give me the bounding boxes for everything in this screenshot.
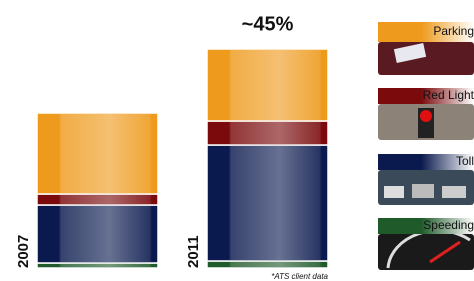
footnote: *ATS client data [271, 272, 328, 281]
bar-sheen [207, 262, 328, 267]
bar-sheen [207, 146, 328, 260]
bar-sheen [37, 195, 158, 204]
bar-sheen [37, 206, 158, 262]
red-lamp [420, 110, 432, 122]
car [442, 186, 466, 198]
car [412, 184, 434, 198]
legend-label: Speeding [423, 218, 474, 232]
legend-label: Toll [456, 154, 474, 168]
x-tick-label: 2007 [15, 235, 32, 268]
car [384, 186, 404, 198]
bar-sheen [37, 264, 158, 267]
parking-photo [378, 42, 474, 75]
legend-label: Parking [433, 24, 474, 38]
x-tick-label: 2011 [185, 235, 202, 268]
bar-sheen [207, 122, 328, 144]
chart: 2007 2011 ~45% *ATS client data Speeding Toll… [0, 0, 474, 281]
bar-sheen [37, 114, 158, 193]
annotation: ~45% [242, 13, 294, 35]
bar-sheen [207, 50, 328, 120]
legend-label: Red Light [423, 88, 474, 102]
